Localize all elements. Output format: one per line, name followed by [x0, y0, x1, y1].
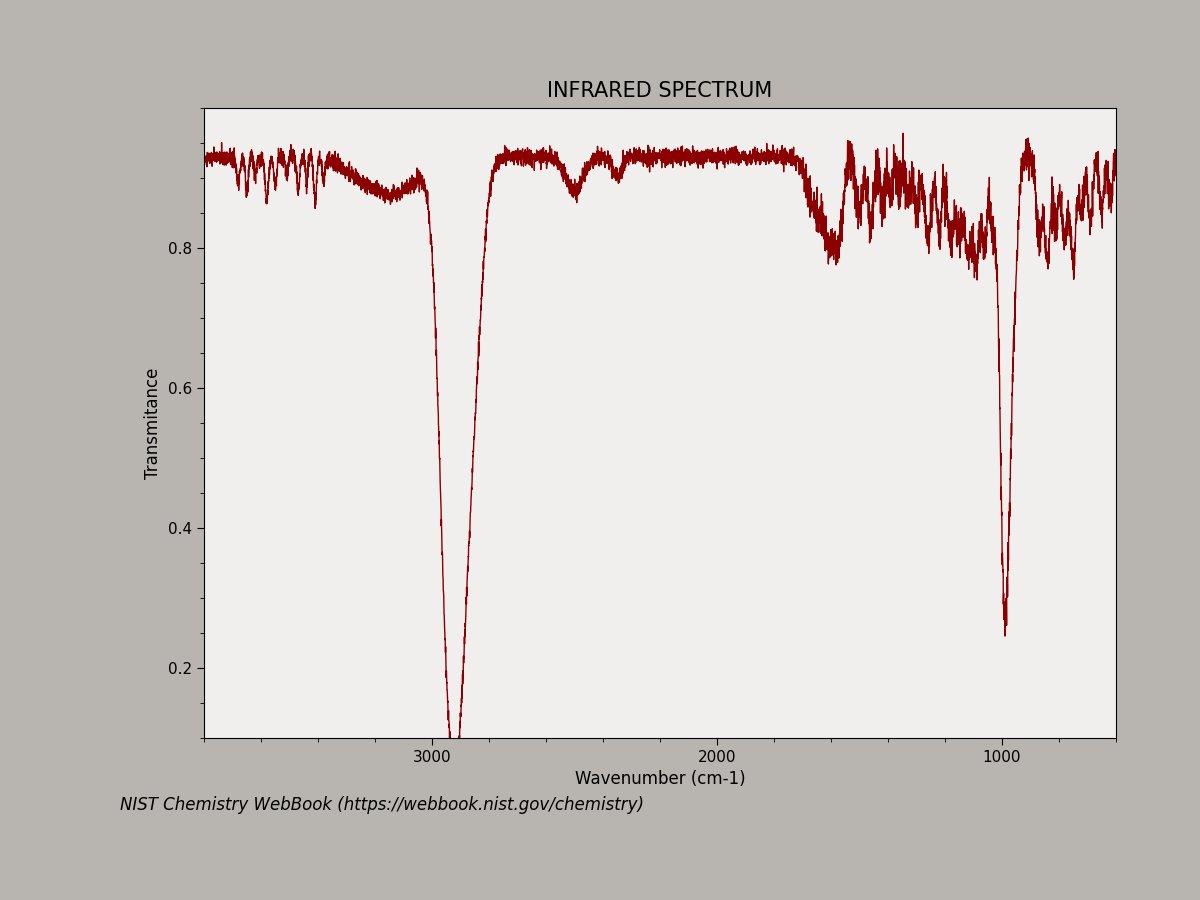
Text: NIST Chemistry WebBook (https://webbook.nist.gov/chemistry): NIST Chemistry WebBook (https://webbook.… [120, 796, 644, 814]
Title: INFRARED SPECTRUM: INFRARED SPECTRUM [547, 81, 773, 101]
X-axis label: Wavenumber (cm-1): Wavenumber (cm-1) [575, 770, 745, 788]
Y-axis label: Transmitance: Transmitance [144, 367, 162, 479]
